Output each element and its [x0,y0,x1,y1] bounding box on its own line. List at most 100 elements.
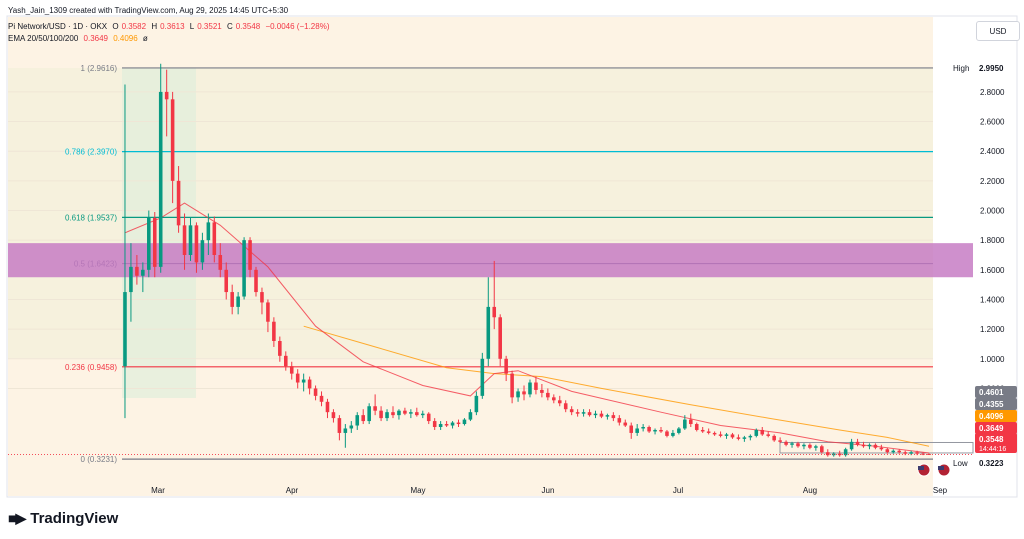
candle[interactable] [289,361,294,380]
candle[interactable] [730,432,735,439]
candle[interactable] [766,431,770,438]
candle[interactable] [814,444,818,451]
candle[interactable] [879,444,884,451]
event-flag-icons[interactable] [917,463,951,477]
symbol-name[interactable]: Pi Network/USD · 1D · OKX [8,22,108,31]
candle[interactable] [147,210,151,278]
candle[interactable] [873,443,878,450]
currency-button[interactable]: USD [976,21,1020,41]
candle[interactable] [307,376,312,395]
candle[interactable] [540,384,544,398]
candle[interactable] [796,441,800,448]
price-tag[interactable]: 0.3649 [975,422,1017,434]
candle[interactable] [242,237,246,300]
candle[interactable] [379,406,383,422]
price-tag[interactable]: Low 0.3223 [953,459,1004,468]
candle[interactable] [266,299,270,333]
candle[interactable] [575,409,580,417]
candle[interactable] [552,394,556,404]
candle[interactable] [784,440,788,447]
candle[interactable] [236,292,240,315]
candle[interactable] [778,437,782,444]
candle[interactable] [129,243,133,322]
candle[interactable] [742,435,747,442]
candle[interactable] [712,431,717,436]
candle[interactable] [152,212,157,278]
candle[interactable] [504,355,508,382]
candle[interactable] [843,447,848,457]
candle[interactable] [432,418,437,430]
candle[interactable] [516,388,520,402]
candle[interactable] [861,441,866,448]
candle[interactable] [492,260,497,330]
ema-label[interactable]: EMA 20/50/100/200 [8,34,79,43]
candle[interactable] [301,373,306,392]
candle[interactable] [444,421,449,427]
candle[interactable] [367,403,371,425]
candle[interactable] [164,69,169,137]
candle[interactable] [557,395,562,407]
candle[interactable] [468,409,473,422]
candle[interactable] [415,407,419,417]
candle[interactable] [385,409,389,422]
candle[interactable] [295,369,300,389]
candle[interactable] [718,431,723,438]
candle[interactable] [420,410,425,419]
candle[interactable] [611,412,616,422]
candle[interactable] [808,443,812,450]
candle[interactable] [486,277,491,367]
candle[interactable] [724,432,729,439]
candle[interactable] [599,410,604,419]
candle[interactable] [754,428,759,438]
candle[interactable] [867,443,872,450]
candle[interactable] [319,391,324,407]
candle[interactable] [671,429,675,438]
candle[interactable] [409,409,413,419]
candle[interactable] [587,409,592,417]
candle[interactable] [534,376,538,395]
candle[interactable] [635,424,639,436]
candle[interactable] [438,421,443,430]
candle[interactable] [176,166,181,233]
candle[interactable] [522,385,526,401]
candle[interactable] [480,352,485,399]
candle[interactable] [170,91,175,204]
candle[interactable] [546,388,550,401]
candle[interactable] [885,447,890,454]
candle[interactable] [158,63,163,273]
candle[interactable] [694,422,699,432]
candle[interactable] [498,314,502,367]
candle[interactable] [456,419,461,427]
price-tag[interactable]: 0.4096 [975,410,1017,422]
candle[interactable] [200,232,205,270]
candle[interactable] [659,427,663,433]
candle[interactable] [617,415,622,426]
candle[interactable] [748,434,753,441]
candle[interactable] [569,406,574,416]
candle[interactable] [825,449,830,457]
candle[interactable] [760,427,765,436]
candle[interactable] [325,398,330,419]
candle[interactable] [629,422,634,439]
candle[interactable] [206,213,211,255]
candle[interactable] [343,424,348,448]
candle[interactable] [123,84,127,419]
candle[interactable] [462,418,467,426]
candle[interactable] [391,406,395,419]
candle[interactable] [605,413,610,420]
candle[interactable] [897,449,902,454]
candle[interactable] [820,444,824,454]
candle[interactable] [665,429,669,438]
candle[interactable] [254,266,258,297]
candle[interactable] [135,255,139,285]
candle[interactable] [647,425,651,433]
candle[interactable] [623,419,628,427]
candle[interactable] [361,409,365,425]
candle[interactable] [313,385,318,401]
candle[interactable] [510,370,514,404]
candle[interactable] [141,262,145,293]
candle[interactable] [278,336,282,362]
candle[interactable] [218,243,223,278]
candle[interactable] [528,379,532,398]
